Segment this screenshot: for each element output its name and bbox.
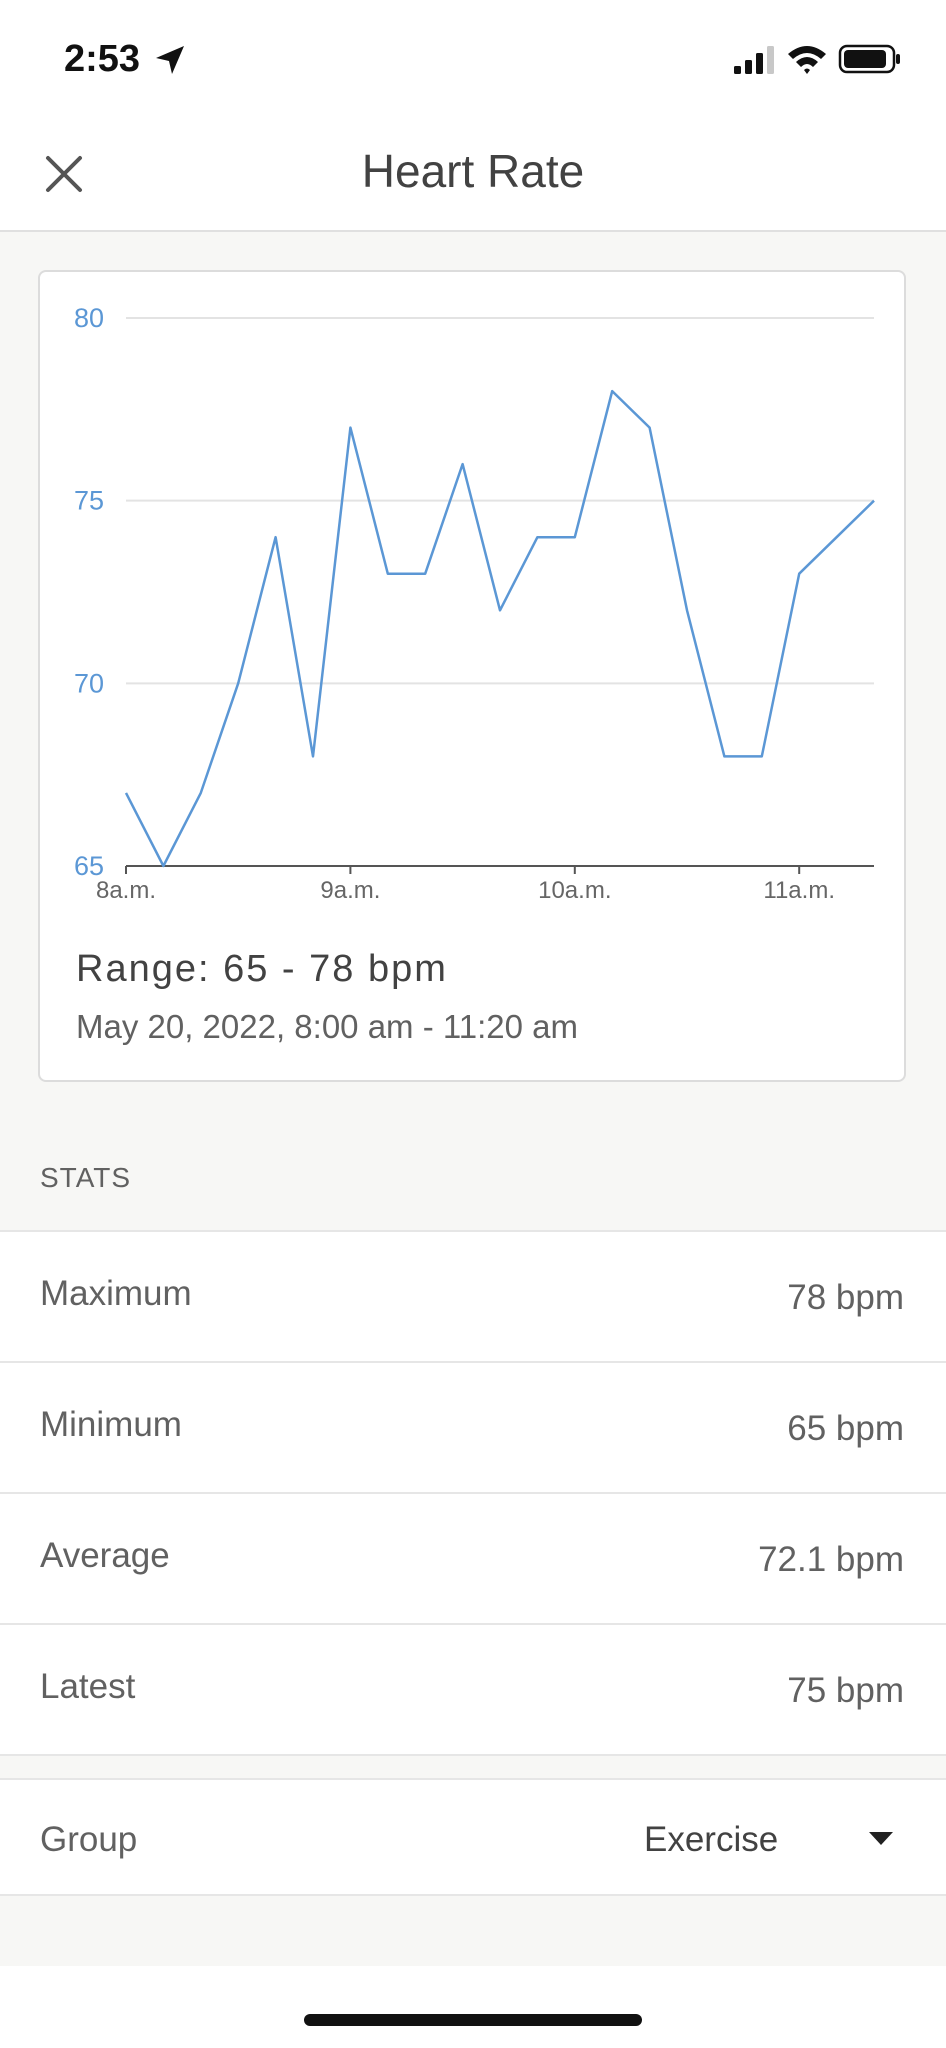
page-title: Heart Rate <box>0 144 946 198</box>
dropdown-arrow-icon <box>866 1828 896 1848</box>
status-time: 2:53 <box>64 38 140 81</box>
status-bar: 2:53 <box>0 0 946 118</box>
stat-value: 75 bpm <box>787 1671 904 1711</box>
x-tick-label: 11a.m. <box>763 877 835 904</box>
chart-card: 80 75 70 65 8a.m. 9a.m. 10a.m. 11a.m. Range: 65… <box>38 270 906 1082</box>
location-arrow-icon <box>154 44 186 76</box>
stat-row-maximum: Maximum 78 bpm <box>0 1232 946 1363</box>
stat-name: Latest <box>40 1667 135 1707</box>
y-tick-label: 80 <box>74 303 104 333</box>
stat-name: Maximum <box>40 1274 192 1314</box>
x-tick-label: 8a.m. <box>96 877 156 904</box>
stat-value: 65 bpm <box>787 1409 904 1449</box>
group-dropdown[interactable]: Exercise <box>626 1798 916 1878</box>
y-tick-label: 70 <box>74 668 104 698</box>
stat-value: 72.1 bpm <box>758 1540 904 1580</box>
date-range-text: May 20, 2022, 8:00 am - 11:20 am <box>76 1008 578 1046</box>
stats-section-label: STATS <box>40 1162 131 1194</box>
stat-name: Minimum <box>40 1405 182 1445</box>
stats-list: Maximum 78 bpm Minimum 65 bpm Average 72… <box>0 1230 946 1756</box>
stat-value: 78 bpm <box>787 1278 904 1318</box>
x-tick-label: 9a.m. <box>320 877 380 904</box>
bottom-area <box>0 1966 946 2048</box>
cellular-signal-icon <box>732 44 776 76</box>
stat-name: Average <box>40 1536 170 1576</box>
group-row: Group Exercise <box>0 1778 946 1896</box>
stat-row-latest: Latest 75 bpm <box>0 1625 946 1756</box>
wifi-icon <box>786 42 828 76</box>
group-selected-value: Exercise <box>644 1820 778 1860</box>
heart-rate-line <box>126 391 874 866</box>
group-label: Group <box>40 1820 137 1860</box>
stat-row-minimum: Minimum 65 bpm <box>0 1363 946 1494</box>
range-text: Range: 65 - 78 bpm <box>76 948 448 991</box>
home-indicator[interactable] <box>304 2014 642 2026</box>
y-tick-label: 75 <box>74 486 104 516</box>
header: Heart Rate <box>0 118 946 232</box>
stat-row-average: Average 72.1 bpm <box>0 1494 946 1625</box>
x-tick-label: 10a.m. <box>538 877 611 904</box>
battery-icon <box>838 42 902 76</box>
